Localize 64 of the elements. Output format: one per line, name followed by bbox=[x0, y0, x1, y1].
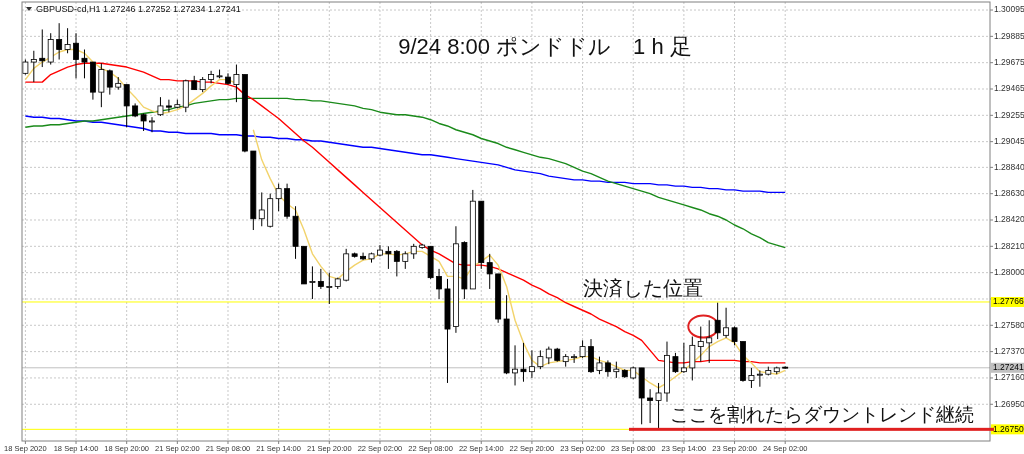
candlestick bbox=[528, 349, 535, 379]
candlestick bbox=[537, 349, 544, 370]
candlestick bbox=[56, 22, 63, 61]
candlestick bbox=[106, 69, 113, 96]
candlestick bbox=[309, 265, 316, 300]
candlestick bbox=[436, 268, 442, 300]
text: 9/24 8:00 ポンドドル 1 h 足 bbox=[398, 34, 692, 59]
candlestick bbox=[98, 62, 105, 108]
candlestick bbox=[81, 49, 88, 79]
candlestick bbox=[317, 268, 324, 290]
y-tick-label: 1.29885 bbox=[994, 30, 1024, 41]
y-tick-label: 1.28840 bbox=[994, 161, 1024, 172]
ref-line-label: 1.27766 bbox=[993, 296, 1024, 307]
line-series bbox=[24, 115, 786, 194]
candlestick bbox=[680, 342, 687, 374]
candlestick bbox=[723, 307, 730, 339]
candlestick bbox=[706, 319, 713, 364]
candlestick bbox=[714, 302, 721, 340]
y-tick-label: 1.28210 bbox=[994, 240, 1024, 251]
ref-line-label: 1.27241 bbox=[993, 362, 1024, 373]
candlestick bbox=[39, 28, 46, 68]
candlestick bbox=[275, 183, 282, 212]
candlestick bbox=[165, 99, 172, 113]
y-tick-label: 1.27160 bbox=[994, 372, 1024, 383]
y-tick-label: 1.28000 bbox=[994, 266, 1024, 277]
y-tick-label: 1.29465 bbox=[994, 83, 1024, 94]
candlestick bbox=[385, 245, 392, 270]
candlestick bbox=[748, 367, 755, 389]
annotation: 決済した位置 bbox=[582, 276, 703, 299]
y-tick-label: 1.27580 bbox=[994, 319, 1024, 330]
candlestick bbox=[672, 352, 679, 374]
candlestick bbox=[689, 336, 696, 381]
candlestick bbox=[157, 96, 164, 117]
y-tick-label: 1.27370 bbox=[994, 345, 1024, 356]
candlestick bbox=[647, 388, 654, 424]
y-tick-label: 1.26950 bbox=[994, 398, 1024, 409]
candlestick bbox=[486, 253, 493, 290]
candlestick bbox=[326, 272, 333, 305]
candlestick bbox=[123, 84, 130, 128]
candlestick bbox=[233, 64, 240, 103]
ref-line-label: 1.26750 bbox=[993, 423, 1024, 434]
candlestick bbox=[208, 70, 215, 84]
candlestick bbox=[655, 382, 662, 430]
annotation: ここを割れたらダウントレンド継続 bbox=[669, 404, 974, 426]
y-tick-label: 1.28420 bbox=[994, 214, 1024, 225]
annotation: GBPUSD-cd,H1 1.27246 1.27252 1.27234 1.27241 bbox=[36, 4, 241, 15]
candlestick bbox=[393, 249, 400, 277]
y-tick-label: 1.29045 bbox=[994, 135, 1024, 146]
y-tick-label: 1.28630 bbox=[994, 187, 1024, 198]
y-tick-label: 1.30095 bbox=[994, 4, 1024, 15]
y-tick-label: 1.29675 bbox=[994, 56, 1024, 67]
candlestick bbox=[512, 344, 518, 386]
candlestick bbox=[30, 50, 37, 83]
line-series bbox=[24, 97, 786, 249]
candlestick bbox=[571, 353, 578, 364]
candlestick bbox=[520, 342, 527, 383]
candlestick bbox=[47, 32, 54, 66]
candlestick bbox=[697, 326, 704, 363]
candlestick bbox=[756, 369, 763, 388]
y-tick-label: 1.29255 bbox=[994, 109, 1024, 120]
candlestick bbox=[149, 116, 155, 133]
candlestick bbox=[64, 27, 71, 54]
candlestick bbox=[73, 32, 79, 79]
candlestick bbox=[258, 191, 265, 227]
